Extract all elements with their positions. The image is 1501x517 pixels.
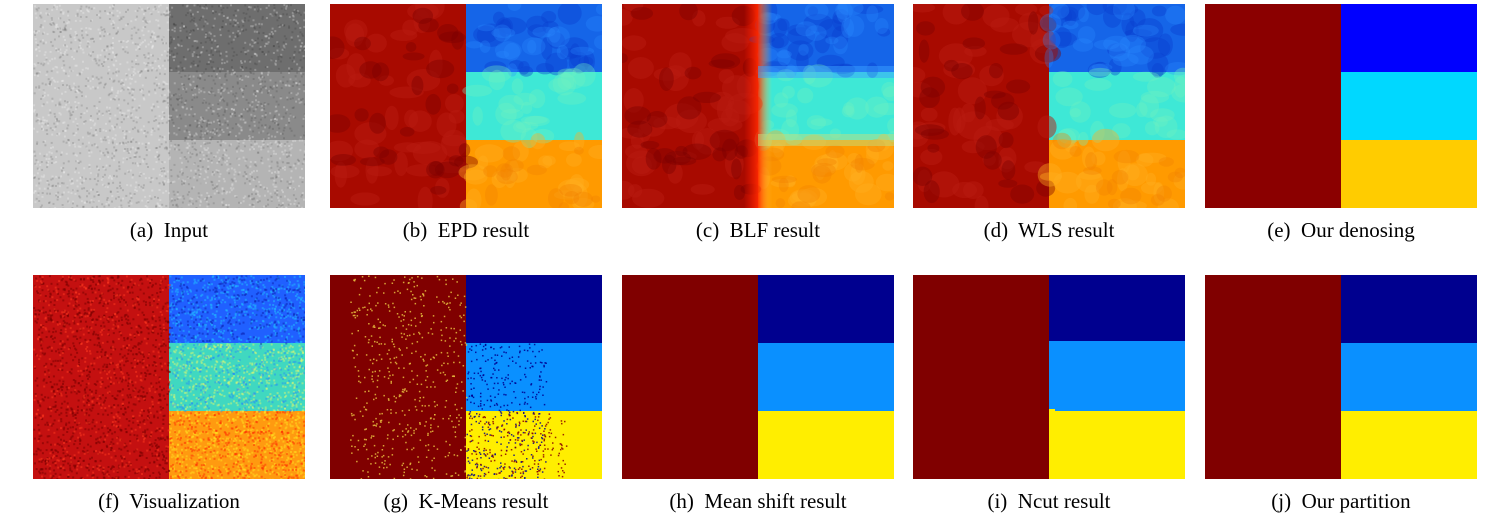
blurred-edge	[758, 134, 894, 146]
caption-j: (j) Our partition	[1271, 489, 1411, 513]
top-region	[169, 4, 305, 72]
image-blf-result	[622, 4, 894, 208]
caption-i: (i) Ncut result	[987, 489, 1111, 513]
image-input	[33, 4, 305, 208]
caption-b: (b) EPD result	[402, 218, 530, 242]
smooth-texture	[1039, 4, 1185, 77]
noise-texture	[169, 343, 305, 413]
image-our-denoising	[1205, 4, 1477, 208]
smooth-texture	[1037, 128, 1185, 208]
smooth-texture	[458, 131, 602, 208]
bottom-region	[1341, 411, 1477, 479]
smooth-texture	[473, 4, 595, 77]
bottom-region	[758, 411, 894, 479]
top-region	[758, 4, 894, 72]
left-region	[1205, 4, 1341, 208]
middle-region	[1341, 72, 1477, 140]
noise-texture	[466, 411, 568, 479]
noise-texture	[169, 275, 305, 345]
bottom-region	[758, 140, 894, 208]
noise-texture	[169, 411, 305, 479]
image-wls-result	[913, 4, 1185, 208]
bottom-region	[1049, 411, 1185, 479]
caption-a: (a) Input	[129, 218, 209, 242]
image-epd-result	[330, 4, 602, 208]
smooth-texture	[913, 4, 1058, 208]
middle-region	[466, 72, 602, 140]
noise-texture	[33, 4, 305, 208]
left-region	[330, 275, 466, 479]
top-region	[1341, 4, 1477, 72]
smooth-texture	[622, 4, 763, 208]
top-region	[466, 4, 602, 72]
caption-g: (g) K-Means result	[383, 489, 549, 513]
middle-region	[1049, 72, 1185, 140]
left-region	[1205, 275, 1341, 479]
jagged-edge	[1049, 409, 1055, 449]
caption-e: (e) Our denosing	[1267, 218, 1415, 242]
middle-region	[169, 72, 305, 140]
smooth-texture	[1052, 67, 1185, 148]
top-region	[1341, 275, 1477, 343]
caption-f: (f) Visualization	[98, 489, 240, 513]
smooth-texture	[330, 7, 478, 195]
smooth-texture	[483, 146, 601, 208]
middle-region	[1049, 343, 1185, 411]
bottom-region	[1341, 140, 1477, 208]
caption-h: (h) Mean shift result	[669, 489, 847, 513]
smooth-texture	[1052, 132, 1185, 208]
middle-region	[758, 72, 894, 140]
smooth-texture	[1050, 4, 1185, 78]
middle-region	[1341, 343, 1477, 411]
caption-d: (d) WLS result	[983, 218, 1115, 242]
blurred-edge	[758, 66, 894, 78]
middle-region	[466, 343, 602, 411]
noise-texture	[350, 275, 468, 479]
image-our-partition	[1205, 275, 1477, 479]
blurred-edge	[744, 4, 772, 208]
middle-region	[758, 343, 894, 411]
left-region	[622, 275, 758, 479]
caption-c: (c) BLF result	[695, 218, 821, 242]
bottom-region	[169, 140, 305, 208]
smooth-texture	[465, 4, 602, 77]
smooth-texture	[913, 4, 1062, 204]
bottom-region	[1049, 140, 1185, 208]
top-region	[1049, 4, 1185, 72]
noise-texture	[169, 343, 305, 413]
smooth-texture	[756, 139, 894, 208]
smooth-texture	[462, 63, 596, 149]
top-region	[758, 275, 894, 343]
top-region	[466, 275, 602, 343]
smooth-texture	[330, 4, 470, 208]
middle-region	[169, 343, 305, 411]
image-ncut-result	[913, 275, 1185, 479]
image-kmeans-result	[330, 275, 602, 479]
noise-texture	[33, 275, 171, 479]
image-visualization	[33, 275, 305, 479]
noise-texture	[169, 411, 305, 479]
left-region	[913, 275, 1049, 479]
bottom-region	[466, 140, 602, 208]
jagged-edge	[1049, 341, 1185, 344]
noise-texture	[33, 4, 305, 208]
left-region	[33, 4, 169, 208]
top-region	[1049, 275, 1185, 343]
image-mean-shift-result	[622, 275, 894, 479]
